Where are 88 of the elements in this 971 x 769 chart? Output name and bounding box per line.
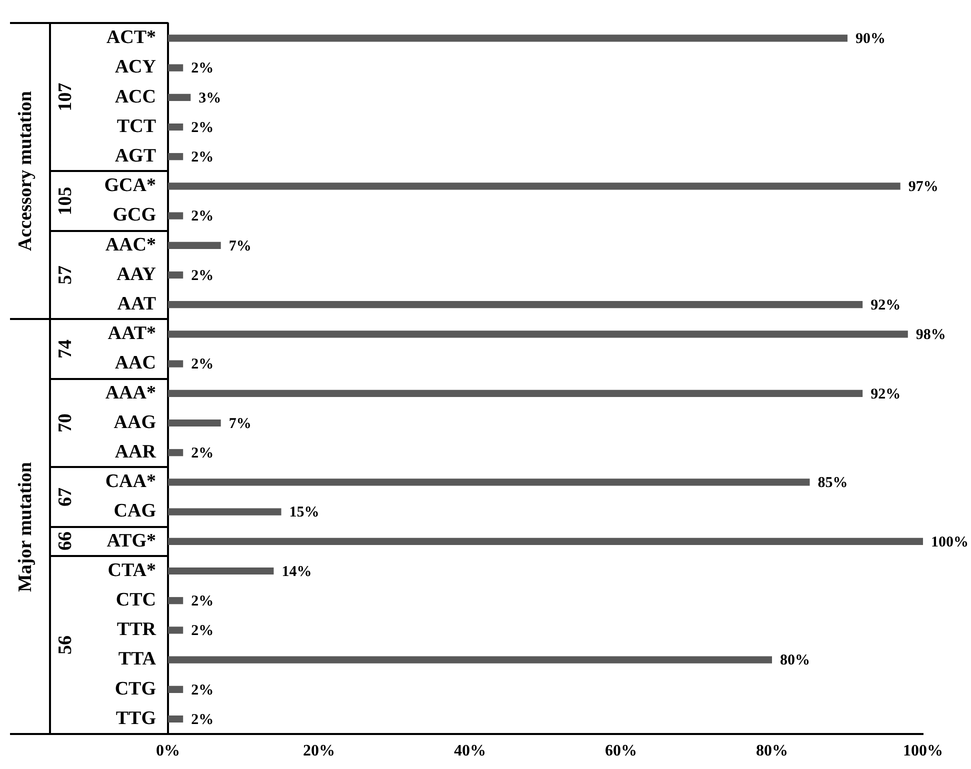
data-label: 2% xyxy=(191,208,214,225)
data-label: 98% xyxy=(916,327,946,344)
data-label: 2% xyxy=(191,593,214,610)
data-label: 97% xyxy=(908,179,938,196)
x-tick-label: 100% xyxy=(903,742,943,760)
bar xyxy=(168,64,184,72)
y-tick-label: TTA xyxy=(118,648,156,670)
y-tick-label: CAG xyxy=(114,500,156,522)
x-tick-label: 40% xyxy=(454,742,486,760)
bar xyxy=(168,153,184,160)
bar xyxy=(168,212,184,220)
y-tick-label: ACY xyxy=(114,56,156,78)
bar xyxy=(168,330,908,338)
bar xyxy=(168,390,863,397)
data-label: 2% xyxy=(191,712,214,728)
bar xyxy=(168,567,274,575)
y-tick-label: GCA* xyxy=(104,175,156,196)
text: 56 xyxy=(55,636,77,654)
y-tick-label: AAY xyxy=(116,264,156,285)
text: 74 xyxy=(55,340,77,358)
data-label: 7% xyxy=(228,416,252,432)
bar xyxy=(168,538,923,545)
bar xyxy=(168,34,848,42)
bar xyxy=(168,597,184,604)
bar xyxy=(168,478,810,486)
bar xyxy=(168,686,184,693)
data-label: 2% xyxy=(191,445,214,462)
y-tick-label: ACC xyxy=(114,86,156,108)
data-label: 90% xyxy=(856,31,886,48)
text: 107 xyxy=(55,83,77,112)
data-label: 2% xyxy=(191,356,214,373)
data-label: 2% xyxy=(191,623,214,640)
bar xyxy=(168,94,191,101)
data-label: 7% xyxy=(228,238,252,254)
y-tick-label: GCG xyxy=(112,204,156,226)
y-tick-label: AGT xyxy=(114,146,156,167)
text: Major mutation xyxy=(15,462,37,592)
text: 66 xyxy=(55,532,77,551)
data-label: 2% xyxy=(191,60,214,77)
data-label: 2% xyxy=(191,149,214,166)
data-label: 3% xyxy=(198,90,222,106)
x-tick-label: 60% xyxy=(605,742,637,760)
y-tick-label: ACT* xyxy=(106,27,156,48)
y-tick-label: CTA* xyxy=(108,560,156,581)
y-tick-label: TTG xyxy=(116,708,156,729)
text: Accessory mutation xyxy=(15,91,37,252)
data-label: 92% xyxy=(870,386,901,402)
x-tick-label: 20% xyxy=(303,742,335,760)
data-label: 85% xyxy=(818,475,848,492)
y-tick-label: AAT xyxy=(117,294,156,315)
y-tick-label: AAG xyxy=(114,412,156,433)
y-tick-label: AAR xyxy=(114,442,156,463)
x-tick-label: 80% xyxy=(756,742,788,760)
bar xyxy=(168,508,282,516)
y-tick-label: TTR xyxy=(116,619,156,640)
bar xyxy=(168,123,184,131)
bar xyxy=(168,715,184,723)
x-tick-label: 0% xyxy=(156,742,180,760)
text: 67 xyxy=(55,488,77,506)
data-label: 14% xyxy=(282,564,312,580)
data-label: 15% xyxy=(289,504,320,521)
y-tick-label: ATG* xyxy=(106,530,156,552)
bar xyxy=(168,360,184,368)
y-tick-label: AAA* xyxy=(105,382,156,404)
bar xyxy=(168,182,900,190)
bar xyxy=(168,301,863,308)
data-label: 100% xyxy=(931,534,968,550)
data-label: 2% xyxy=(191,268,214,284)
data-label: 2% xyxy=(191,682,214,698)
bar xyxy=(168,449,184,456)
bar xyxy=(168,271,184,279)
text: 70 xyxy=(55,414,77,432)
y-tick-label: CTC xyxy=(116,590,156,611)
text: 105 xyxy=(55,186,77,216)
bar xyxy=(168,656,772,664)
y-tick-label: CTG xyxy=(114,678,156,700)
data-label: 2% xyxy=(191,120,214,136)
y-tick-label: AAC xyxy=(114,352,156,374)
text: 57 xyxy=(55,266,77,284)
data-label: 92% xyxy=(870,297,901,314)
y-tick-label: CAA* xyxy=(105,471,156,492)
data-label: 80% xyxy=(780,652,810,669)
bar xyxy=(168,242,221,249)
bar xyxy=(168,626,184,634)
bar xyxy=(168,419,221,427)
y-tick-label: TCT xyxy=(116,116,156,137)
y-tick-label: AAC* xyxy=(105,234,156,256)
y-tick-label: AAT* xyxy=(108,323,156,344)
